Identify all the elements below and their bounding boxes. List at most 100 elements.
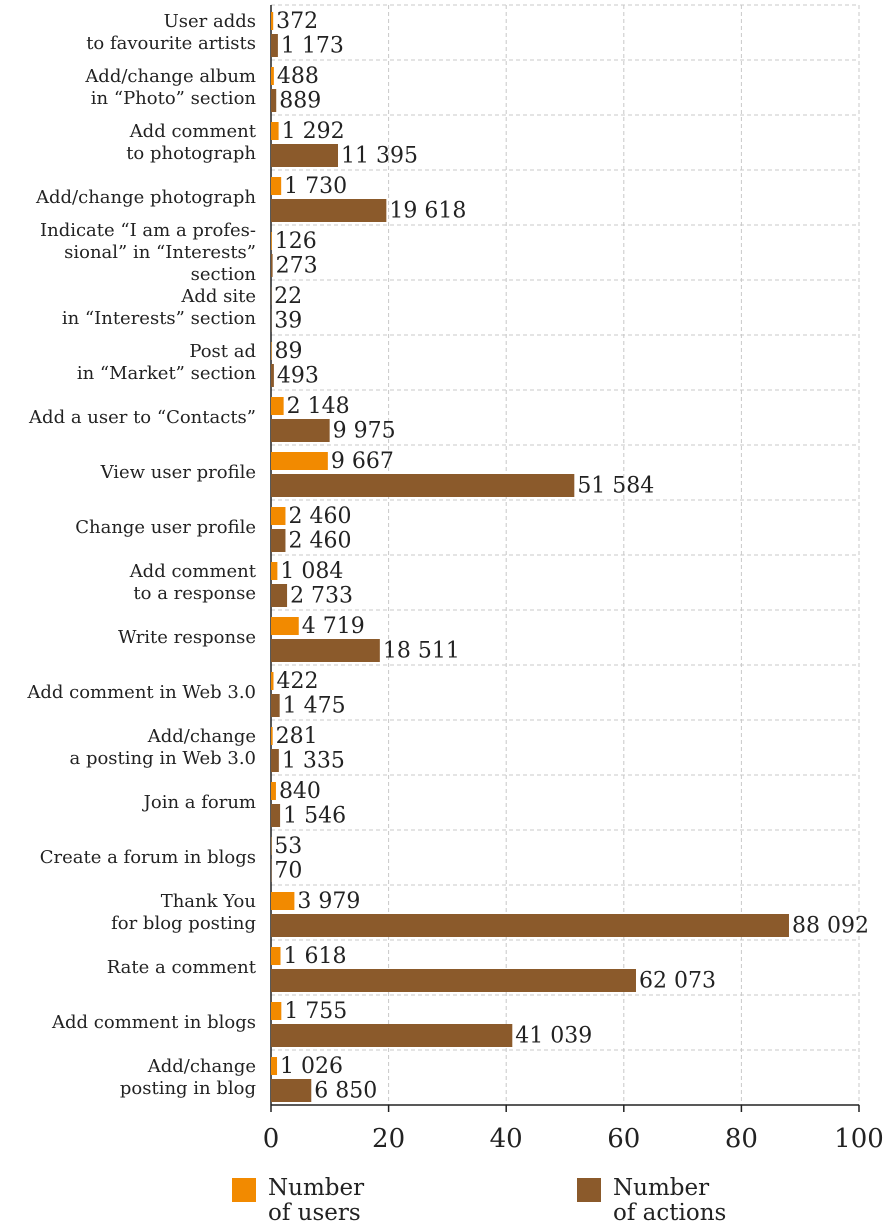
value-label: 9 975	[333, 419, 396, 444]
legend-label: Number of actions	[613, 1175, 727, 1226]
category-label: Add a user to “Contacts”	[29, 406, 256, 428]
bar	[271, 89, 277, 112]
category-label: Add comment in blogs	[52, 1011, 256, 1033]
bar	[271, 144, 339, 167]
bar	[271, 364, 274, 387]
value-label: 1 335	[282, 749, 345, 774]
category-label: Add/change album in “Photo” section	[85, 65, 256, 109]
bar	[271, 397, 284, 415]
value-label: 9 667	[331, 449, 394, 474]
bar	[271, 562, 278, 580]
bar	[271, 947, 281, 965]
x-tick-label: 80	[725, 1124, 758, 1154]
bar	[271, 67, 274, 85]
value-label: 53	[274, 834, 302, 859]
category-label: Indicate “I am a profes- sional” in “Int…	[39, 219, 256, 285]
bar	[271, 254, 273, 277]
legend-swatch	[232, 1178, 256, 1202]
bar	[271, 584, 288, 607]
value-label: 493	[277, 364, 319, 389]
bar	[271, 727, 273, 745]
x-tick-label: 0	[263, 1124, 280, 1154]
bar	[271, 694, 280, 717]
bar	[271, 529, 286, 552]
bar	[271, 1057, 278, 1075]
category-label: Add/change photograph	[36, 186, 256, 208]
bar	[271, 474, 575, 497]
bar	[271, 969, 636, 992]
value-label: 2 460	[288, 529, 351, 554]
value-label: 19 618	[389, 199, 466, 224]
value-label: 372	[276, 9, 318, 34]
value-label: 11 395	[341, 144, 418, 169]
value-label: 488	[277, 64, 319, 89]
bar	[271, 177, 282, 195]
value-label: 1 730	[284, 174, 347, 199]
x-tick-label: 40	[490, 1124, 523, 1154]
x-tick-label: 60	[607, 1124, 640, 1154]
bar	[271, 1002, 282, 1020]
bar	[271, 122, 279, 140]
value-label: 281	[276, 724, 318, 749]
category-label: Post ad in “Market” section	[76, 340, 256, 384]
value-label: 22	[274, 284, 302, 309]
value-label: 422	[276, 669, 318, 694]
bar	[271, 782, 276, 800]
bar	[271, 452, 328, 470]
category-label: User adds to favourite artists	[86, 10, 256, 54]
value-label: 70	[274, 859, 302, 884]
bar	[271, 1079, 312, 1102]
value-label: 39	[274, 309, 302, 334]
value-label: 41 039	[515, 1024, 592, 1049]
legend-label: Number of users	[268, 1175, 365, 1226]
category-label: View user profile	[100, 461, 256, 483]
value-label: 6 850	[314, 1079, 377, 1104]
value-label: 126	[275, 229, 317, 254]
category-label: Add comment to a response	[129, 560, 256, 604]
value-label: 18 511	[383, 639, 460, 664]
x-tick-label: 20	[372, 1124, 405, 1154]
value-label: 1 173	[281, 34, 344, 59]
category-label: Add/change a posting in Web 3.0	[69, 725, 256, 769]
bar	[271, 672, 274, 690]
category-label: Join a forum	[143, 791, 256, 813]
value-label: 2 148	[287, 394, 350, 419]
category-label: Add site in “Interests” section	[61, 285, 256, 329]
value-label: 1 026	[280, 1054, 343, 1079]
value-label: 1 755	[284, 999, 347, 1024]
value-label: 2 460	[288, 504, 351, 529]
value-label: 89	[275, 339, 303, 364]
bar	[271, 914, 789, 937]
bar	[271, 12, 274, 30]
value-label: 88 092	[792, 914, 869, 939]
category-label: Add comment in Web 3.0	[27, 681, 256, 703]
category-label: Add/change posting in blog	[119, 1055, 256, 1099]
category-label: Thank You for blog posting	[111, 890, 256, 934]
value-label: 1 475	[283, 694, 346, 719]
value-label: 840	[279, 779, 321, 804]
value-label: 1 546	[283, 804, 346, 829]
value-label: 62 073	[639, 969, 716, 994]
bar	[271, 419, 330, 442]
value-label: 4 719	[302, 614, 365, 639]
category-label: Rate a comment	[106, 956, 256, 978]
category-label: Add comment to photograph	[126, 120, 256, 164]
value-label: 273	[276, 254, 318, 279]
bar	[271, 1024, 513, 1047]
bar	[271, 804, 281, 827]
x-tick-label: 100	[834, 1124, 884, 1154]
category-label: Change user profile	[75, 516, 256, 538]
category-label: Create a forum in blogs	[39, 846, 256, 868]
value-label: 1 618	[284, 944, 347, 969]
value-label: 1 292	[282, 119, 345, 144]
bar	[271, 639, 380, 662]
value-label: 1 084	[280, 559, 343, 584]
bar	[271, 617, 299, 635]
value-label: 3 979	[297, 889, 360, 914]
bar	[271, 507, 286, 525]
bar	[271, 749, 279, 772]
legend-swatch	[577, 1178, 601, 1202]
bar	[271, 232, 272, 250]
